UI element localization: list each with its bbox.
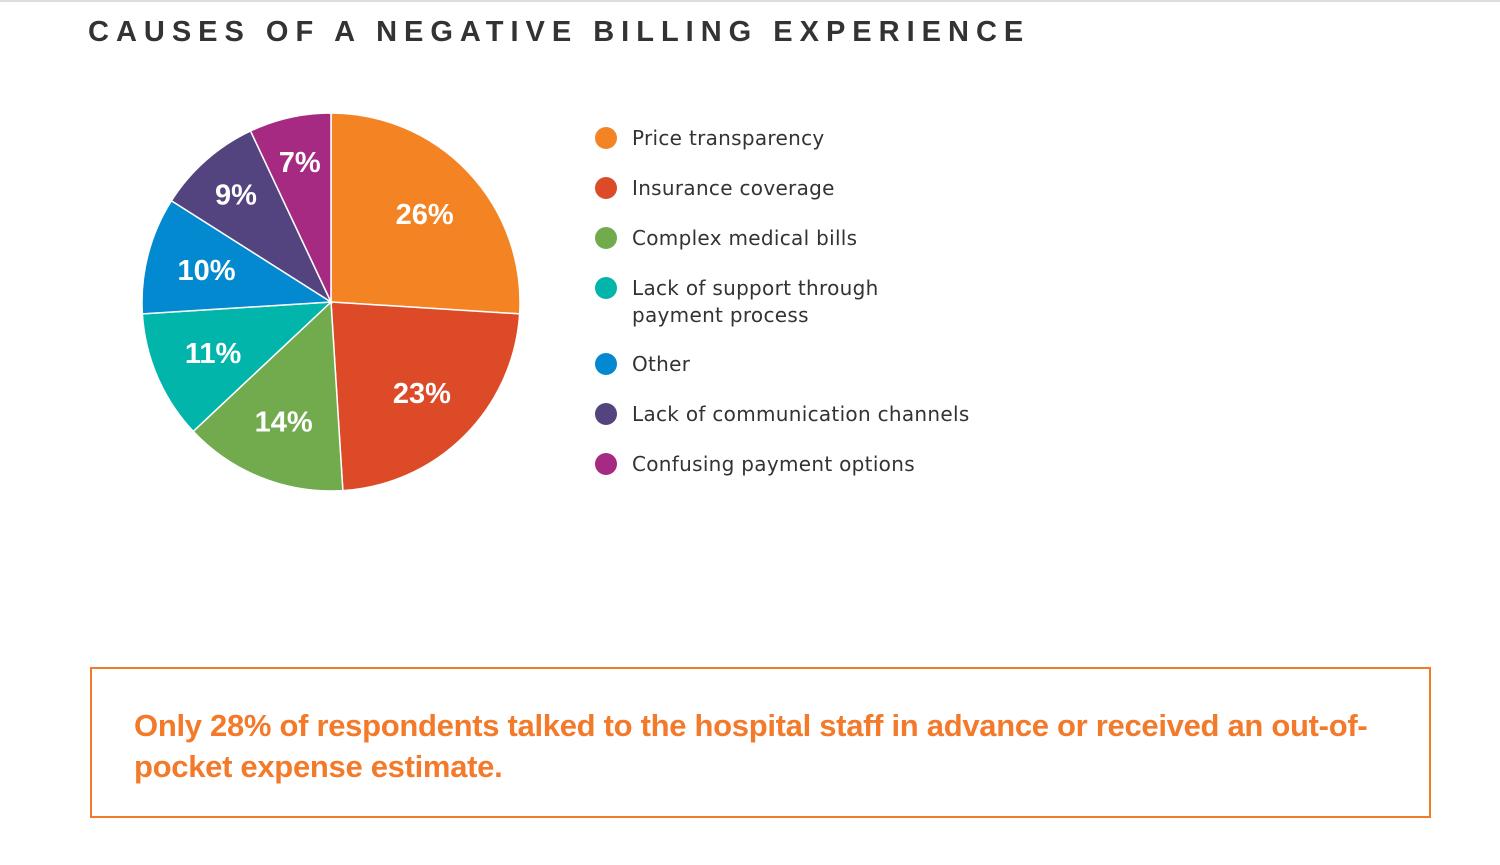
legend-item: Lack of support through payment process: [595, 275, 879, 329]
legend-swatch-icon: [595, 177, 617, 199]
legend-label-line: Insurance coverage: [632, 176, 835, 200]
legend-label-line: payment process: [632, 303, 809, 327]
legend-label: Lack of communication channels: [632, 401, 970, 428]
top-divider: [0, 0, 1500, 2]
pie-slice-2: [192, 300, 344, 492]
legend-swatch-icon: [595, 403, 617, 425]
legend-label-line: Lack of support through: [632, 276, 879, 300]
slice-label-0: 26%: [396, 199, 454, 231]
legend-swatch-icon: [595, 127, 617, 149]
pie-slice-6: [249, 112, 332, 303]
legend-item: Other: [595, 351, 690, 378]
legend-item: Lack of communication channels: [595, 401, 970, 428]
pie-slice-4: [141, 199, 334, 315]
pie-slice-0: [330, 112, 521, 315]
legend-label: Insurance coverage: [632, 175, 835, 202]
slice-label-5: 9%: [215, 179, 257, 211]
slice-label-1: 23%: [393, 378, 451, 410]
legend-label: Lack of support through payment process: [632, 275, 879, 329]
legend-label-line: Other: [632, 352, 691, 376]
pie-slice-5: [170, 129, 333, 305]
legend-item: Insurance coverage: [595, 175, 835, 202]
slice-label-3: 11%: [185, 338, 242, 370]
legend-label-line: Lack of communication channels: [632, 402, 970, 426]
legend-item: Confusing payment options: [595, 451, 915, 478]
legend-item: Complex medical bills: [595, 225, 857, 252]
slice-label-6: 7%: [279, 147, 321, 179]
legend-label-line: Confusing payment options: [632, 452, 915, 476]
slice-label-2: 14%: [255, 406, 313, 438]
legend-label-line: Price transparency: [632, 126, 825, 150]
pie-chart: 26% 23% 14% 11% 10% 9% 7%: [141, 112, 521, 492]
legend-label-line: Complex medical bills: [632, 226, 858, 250]
legend-swatch-icon: [595, 277, 617, 299]
pie-slice-1: [330, 301, 521, 492]
legend-swatch-icon: [595, 453, 617, 475]
chart-title: CAUSES OF A NEGATIVE BILLING EXPERIENCE: [88, 16, 1031, 48]
callout-text: Only 28% of respondents talked to the ho…: [134, 708, 1368, 784]
legend-label: Complex medical bills: [632, 225, 857, 252]
legend-swatch-icon: [595, 353, 617, 375]
legend-label: Other: [632, 351, 690, 378]
callout-box: Only 28% of respondents talked to the ho…: [90, 667, 1431, 818]
legend-label: Price transparency: [632, 125, 825, 152]
pie-slice-3: [141, 301, 334, 433]
legend-label: Confusing payment options: [632, 451, 915, 478]
legend-item: Price transparency: [595, 125, 825, 152]
slice-label-4: 10%: [177, 255, 235, 287]
legend-swatch-icon: [595, 227, 617, 249]
